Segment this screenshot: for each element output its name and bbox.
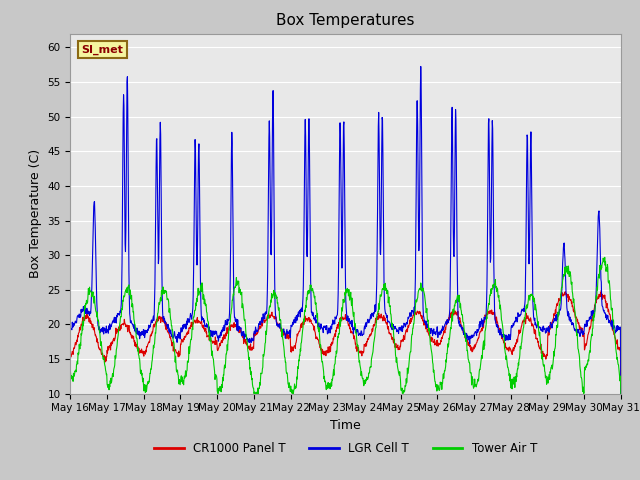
CR1000 Panel T: [189, 322, 196, 327]
LGR Cell T: [189, 305, 196, 311]
Line: CR1000 Panel T: CR1000 Panel T: [70, 290, 621, 394]
Title: Box Temperatures: Box Temperatures: [276, 13, 415, 28]
CR1000 Panel T: [250, 333, 258, 339]
Tower Air T: [504, 360, 511, 366]
Tower Air T: [251, 389, 259, 395]
CR1000 Panel T: [503, 346, 511, 351]
Tower Air T: [617, 391, 625, 396]
Line: LGR Cell T: LGR Cell T: [70, 66, 621, 394]
Tower Air T: [214, 391, 222, 396]
CR1000 Panel T: [598, 288, 605, 293]
Legend: CR1000 Panel T, LGR Cell T, Tower Air T: CR1000 Panel T, LGR Cell T, Tower Air T: [150, 437, 541, 460]
X-axis label: Time: Time: [330, 419, 361, 432]
Line: Tower Air T: Tower Air T: [70, 257, 621, 394]
LGR Cell T: [175, 334, 183, 339]
CR1000 Panel T: [67, 355, 74, 360]
CR1000 Panel T: [431, 342, 439, 348]
Tower Air T: [431, 379, 439, 384]
LGR Cell T: [250, 328, 258, 334]
Tower Air T: [67, 367, 74, 373]
Tower Air T: [189, 327, 196, 333]
LGR Cell T: [552, 312, 559, 318]
LGR Cell T: [431, 329, 439, 335]
Tower Air T: [601, 254, 609, 260]
LGR Cell T: [67, 325, 74, 331]
Text: SI_met: SI_met: [81, 44, 124, 55]
CR1000 Panel T: [552, 307, 559, 312]
LGR Cell T: [504, 333, 511, 339]
CR1000 Panel T: [175, 350, 183, 356]
Tower Air T: [175, 377, 183, 383]
Tower Air T: [552, 332, 559, 337]
Y-axis label: Box Temperature (C): Box Temperature (C): [29, 149, 42, 278]
LGR Cell T: [617, 391, 625, 396]
CR1000 Panel T: [617, 391, 625, 396]
LGR Cell T: [417, 63, 424, 69]
